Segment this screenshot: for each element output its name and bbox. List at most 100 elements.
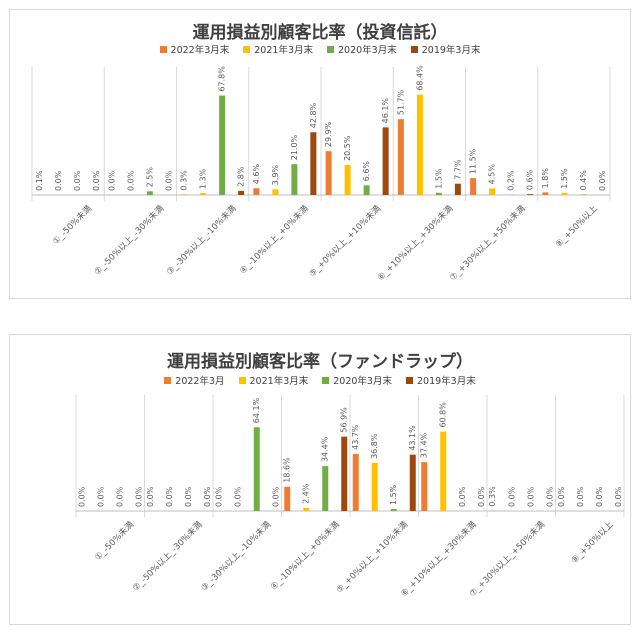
data-label: 0.0% (614, 486, 623, 507)
data-label: 0.0% (96, 486, 105, 507)
bar (284, 486, 291, 511)
data-label: 37.4% (420, 432, 429, 458)
data-label: 18.6% (283, 457, 292, 483)
category-label: ⑤_+0%以上_+10%未満 (334, 519, 411, 596)
bar (146, 191, 153, 195)
chart-legend: 2022年3月末 2021年3月末 2020年3月末 2019年3月末 (10, 42, 630, 56)
category-label: ①_-50%未満 (50, 203, 94, 247)
data-label: 2.4% (302, 483, 311, 504)
legend-item: 2020年3月末 (322, 373, 392, 387)
data-label: 0.0% (477, 486, 486, 507)
bar (303, 507, 310, 511)
data-label: 0.0% (271, 486, 280, 507)
bar (489, 188, 496, 195)
bar (344, 164, 351, 195)
category-label: ②_-50%以上_-30%未満 (130, 519, 205, 594)
data-label: 11.5% (469, 148, 478, 174)
data-label: 0.0% (164, 170, 173, 191)
bar-plot: 0.0% 0.0% 0.0% 0.0% ①_-50%未満 0.0% 0.0% 0.0% 0.0%… (75, 395, 625, 599)
bar (341, 436, 348, 511)
data-label: 1.8% (541, 168, 550, 189)
data-label: 46.1% (381, 98, 390, 124)
category-label: ④_-10%以上_+0%未満 (237, 203, 311, 277)
data-label: 0.3% (488, 486, 497, 507)
category-label: ⑧_+50%以上 (570, 519, 616, 565)
data-label: 0.2% (507, 170, 516, 191)
data-label: 1.3% (199, 168, 208, 189)
legend-swatch-icon (327, 45, 334, 53)
data-label: 1.5% (560, 168, 569, 189)
data-label: 34.4% (321, 436, 330, 462)
chart-title: 運用損益別顧客比率（ファンドラップ） (167, 352, 473, 372)
data-label: 0.0% (595, 486, 604, 507)
data-label: 21.0% (290, 134, 299, 160)
bar (371, 462, 378, 511)
data-label: 0.0% (184, 486, 193, 507)
data-label: 20.5% (343, 135, 352, 161)
data-label: 0.0% (576, 486, 585, 507)
bar (416, 94, 423, 195)
bar (409, 454, 416, 511)
category-label: ⑦_+30%以上_+50%未満 (467, 519, 547, 599)
bar-plot: 0.1% 0.0% 0.0% 0.0% ①_-50%未満 0.0% 0.0% 2.5% 0.0%… (31, 65, 611, 283)
data-label: 0.0% (77, 486, 86, 507)
bar (454, 183, 461, 195)
bar (310, 132, 317, 195)
data-label: 42.8% (309, 102, 318, 128)
category-label: ④_-10%以上_+0%未満 (268, 519, 342, 593)
category-label: ⑥_+10%以上_+30%未満 (399, 519, 479, 599)
data-label: 2.8% (237, 166, 246, 187)
legend-swatch-icon (410, 45, 418, 53)
data-label: 0.0% (526, 486, 535, 507)
bar (527, 194, 534, 195)
legend-item: 2019年3月末 (410, 42, 481, 56)
data-label: 0.0% (507, 486, 516, 507)
chart-title: 運用損益別顧客比率（投資信託） (192, 23, 448, 43)
data-label: 0.1% (35, 170, 44, 191)
bar (397, 119, 404, 195)
data-label: 4.6% (252, 164, 261, 185)
bar (390, 509, 397, 511)
bar (440, 431, 447, 511)
legend-label: 2021年3月末 (249, 376, 309, 387)
legend-item: 2019年3月末 (405, 373, 476, 387)
legend-label: 2019年3月末 (421, 45, 481, 56)
bar (435, 192, 442, 195)
data-label: 0.0% (598, 170, 607, 191)
legend-item: 2020年3月末 (327, 42, 397, 56)
data-label: 60.8% (439, 402, 448, 428)
bar (542, 192, 549, 195)
legend-swatch-icon (322, 376, 330, 384)
data-label: 0.6% (526, 169, 535, 190)
bar (325, 151, 332, 195)
data-label: 43.1% (408, 425, 417, 451)
data-label: 3.9% (271, 165, 280, 186)
legend-label: 2020年3月末 (333, 376, 392, 387)
bar (200, 193, 207, 195)
bar (363, 185, 370, 195)
data-label: 0.0% (557, 486, 566, 507)
legend-swatch-icon (164, 376, 172, 384)
data-label: 43.7% (351, 424, 360, 450)
legend-item: 2022年3月末 (159, 42, 229, 56)
bar (219, 95, 226, 195)
data-label: 56.9% (340, 407, 349, 433)
legend-swatch-icon (159, 45, 167, 53)
legend-swatch-icon (405, 376, 413, 384)
data-label: 51.7% (396, 89, 405, 115)
bar (322, 466, 329, 511)
bar (561, 192, 568, 195)
data-label: 0.0% (73, 170, 82, 191)
category-label: ⑦_+30%以上_+50%未満 (448, 203, 528, 283)
data-label: 0.4% (579, 170, 588, 191)
data-label: 6.6% (362, 161, 371, 182)
legend-label: 2022年3月 (175, 376, 225, 387)
category-label: ①_-50%未満 (92, 519, 136, 563)
data-label: 2.5% (145, 167, 154, 188)
legend-item: 2021年3月末 (243, 42, 313, 56)
data-label: 0.0% (233, 486, 242, 507)
bar (272, 189, 279, 195)
data-label: 0.0% (126, 170, 135, 191)
chart-legend: 2022年3月 2021年3月末 2020年3月末 2019年3月末 (10, 373, 630, 387)
category-label: ⑤_+0%以上_+10%未満 (307, 203, 384, 280)
